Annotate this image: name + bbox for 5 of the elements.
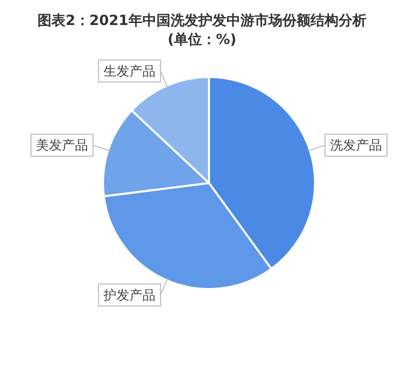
slice-label: 生发产品	[104, 64, 156, 80]
slice-label: 洗发产品	[330, 138, 382, 154]
chart-title: 图表2：2021年中国洗发护发中游市场份额结构分析(单位：%)	[36, 12, 368, 50]
slice-label: 美发产品	[36, 138, 88, 154]
slice-label: 护发产品	[102, 288, 156, 304]
